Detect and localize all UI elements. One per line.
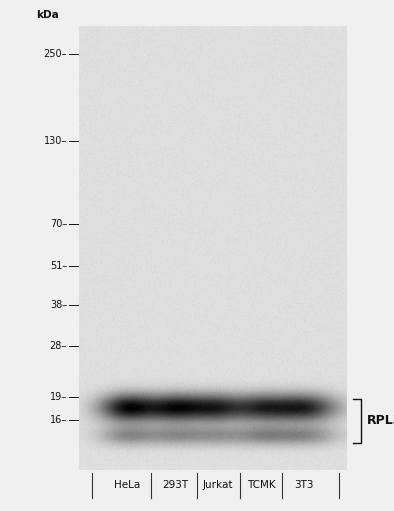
Text: 293T: 293T — [162, 480, 188, 491]
Text: 16–: 16– — [50, 415, 67, 425]
Text: 250–: 250– — [43, 49, 67, 59]
Text: 3T3: 3T3 — [294, 480, 314, 491]
Text: 28–: 28– — [50, 341, 67, 351]
Text: RPL36: RPL36 — [366, 414, 394, 427]
Text: 19–: 19– — [50, 392, 67, 402]
Text: HeLa: HeLa — [114, 480, 140, 491]
Text: Jurkat: Jurkat — [203, 480, 233, 491]
Text: 130–: 130– — [44, 136, 67, 146]
Text: 38–: 38– — [50, 300, 67, 310]
Text: TCMK: TCMK — [247, 480, 275, 491]
Text: 70–: 70– — [50, 219, 67, 229]
Text: kDa: kDa — [36, 10, 59, 20]
Text: 51–: 51– — [50, 261, 67, 271]
